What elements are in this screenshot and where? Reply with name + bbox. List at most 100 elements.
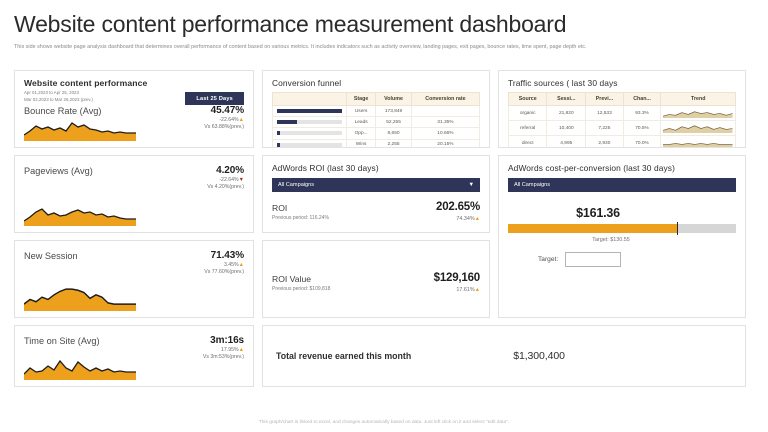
sparkline-new-session [24, 288, 136, 311]
target-input-row: Target: [508, 252, 736, 267]
funnel-stage: Leads [345, 116, 377, 129]
funnel-bar-fill [277, 142, 280, 147]
table-row: Leads 52,255 31.35% [272, 116, 481, 129]
column-header-previous: Previ... [585, 92, 624, 106]
column-header-source: Source [507, 92, 548, 106]
funnel-volume: 8,650 [375, 127, 412, 140]
card-title: Website content performance [24, 78, 148, 88]
total-revenue-value: $1,300,400 [513, 350, 565, 362]
gauge-target-caption: Target: $130.55 [592, 237, 630, 243]
funnel-volume: 173,849 [375, 104, 412, 118]
table-row: direct 4,995 2,930 70.0% [507, 135, 736, 147]
campaign-filter-select[interactable]: All Campaigns [508, 178, 736, 192]
column-header-conversion-rate: Conversion rate [410, 92, 481, 106]
metric-label: Bounce Rate (Avg) [24, 106, 102, 117]
date-range-badge[interactable]: Last 25 Days [185, 92, 244, 105]
funnel-bar-cell [272, 138, 347, 147]
metric-label: Time on Site (Avg) [24, 336, 100, 346]
funnel-bar-cell [272, 127, 347, 140]
metric-time-on-site: Time on Site (Avg) 3m:16s 17.95%▲ Vs 3m:… [24, 335, 244, 360]
card-conversion-funnel: Conversion funnel Stage Volume Conversio… [262, 70, 490, 148]
metric-previous: Vs 4.20%(prev.) [207, 184, 244, 190]
traffic-previous: 12,533 [585, 104, 624, 122]
triangle-up-icon: ▲ [474, 216, 480, 222]
funnel-bar-cell [272, 116, 347, 129]
metric-delta-text: -22.64% [219, 117, 239, 124]
card-adwords-roi-value: ROI Value Previous period: $109,818 $129… [262, 240, 490, 318]
funnel-bar-track [277, 109, 342, 114]
trend-sparkline [663, 110, 733, 118]
column-header-trend: Trend [660, 92, 736, 106]
date-range-previous: Mar 02,2023 to Mar 26,2023 (prev.) [24, 96, 93, 102]
roi-value-delta-text: 17.61% [456, 287, 475, 293]
metric-delta: -22.64%▼ [207, 177, 244, 183]
sparkline-time-on-site [24, 359, 136, 380]
traffic-sessions: 10,400 [546, 120, 587, 137]
triangle-up-icon: ▲ [238, 262, 244, 268]
metric-value: 3m:16s [210, 335, 244, 346]
dashboard-grid: Website content performance Apr 01,2023 … [14, 70, 754, 406]
page-subtitle: This side shows website page analysis da… [14, 44, 587, 51]
date-range: Apr 01,2023 to Apr 25, 2023 Mar 02,2023 … [24, 90, 244, 103]
roi-label: ROI [272, 203, 288, 213]
funnel-stage: Opp... [345, 127, 377, 140]
funnel-bar-fill [277, 109, 342, 114]
card-new-session: New Session 71.43% 3.45%▲ Vs 77.60%(prev… [14, 240, 254, 318]
target-input[interactable] [565, 252, 622, 267]
card-total-revenue: Total revenue earned this month $1,300,4… [262, 325, 746, 387]
funnel-volume: 2,255 [375, 138, 412, 147]
metric-delta-text: 17.95% [221, 347, 239, 353]
funnel-bar-cell [272, 104, 347, 118]
column-header-volume: Volume [375, 92, 412, 106]
card-website-content-performance: Website content performance Apr 01,2023 … [14, 70, 254, 148]
campaign-filter-select[interactable]: All Campaigns ▼ [272, 178, 480, 192]
traffic-source: direct [507, 135, 548, 147]
table-header-row: Stage Volume Conversion rate [272, 92, 481, 106]
date-range-current: Apr 01,2023 to Apr 25, 2023 [24, 90, 79, 95]
traffic-trend-cell [660, 104, 736, 122]
roi-value-label: ROI Value [272, 274, 312, 284]
traffic-source: organic [507, 104, 548, 122]
metric-delta-text: -22.64% [219, 177, 239, 183]
metric-previous: Vs 77.60%(prev.) [204, 269, 244, 275]
metric-label: New Session [24, 251, 78, 261]
gauge-fill [508, 224, 677, 233]
funnel-stage: Users [345, 104, 377, 118]
metric-values: 45.47% -22.64%▲ Vs 63.88%(prev.) [204, 105, 244, 130]
trend-sparkline [663, 125, 733, 133]
page-title: Website content performance measurement … [14, 11, 567, 37]
roi-delta-text: 74.34% [456, 216, 475, 222]
total-revenue-row: Total revenue earned this month $1,300,4… [272, 333, 736, 379]
funnel-bar-track [277, 142, 342, 147]
roi-value-values: $129,160 17.61%▲ [433, 272, 481, 293]
roi-values: 202.65% 74.34%▲ [436, 201, 480, 222]
funnel-conversion-rate: 31.35% [410, 116, 481, 129]
metric-values: 3m:16s 17.95%▲ Vs 3m:53%(prev.) [203, 335, 244, 360]
target-input-label: Target: [538, 256, 559, 263]
roi-metric: ROI Previous period: 116.24% 202.65% 74.… [272, 201, 480, 222]
cost-per-conversion-value: $161.36 [576, 206, 620, 220]
campaign-filter-value: All Campaigns [514, 182, 551, 188]
gauge-target-marker [676, 222, 679, 235]
table-header-row: Source Sessi... Previ... Chan... Trend [507, 92, 736, 106]
roi-value-amount: $129,160 [433, 272, 481, 284]
card-traffic-sources: Traffic sources ( last 30 days Source Se… [498, 70, 746, 148]
campaign-filter-value: All Campaigns [278, 182, 315, 188]
sparkline-bounce-rate [24, 122, 136, 141]
triangle-up-icon: ▲ [238, 117, 244, 124]
traffic-change: 70.5% [622, 120, 662, 137]
funnel-bar-track [277, 120, 342, 125]
table-row: Users 173,849 [272, 104, 481, 118]
table-row: Opp... 8,650 10.66% [272, 127, 481, 140]
card-title: AdWords ROI (last 30 days) [272, 163, 379, 173]
metric-delta: 17.95%▲ [203, 347, 244, 353]
card-title: Conversion funnel [272, 78, 342, 88]
traffic-change: 93.3% [622, 104, 662, 122]
roi-value-previous: Previous period: $109,818 [272, 286, 331, 292]
footer-note: This graph/chart is linked to excel, and… [258, 420, 510, 425]
traffic-sessions: 21,820 [546, 104, 587, 122]
column-header-bar [272, 92, 347, 106]
cost-per-conversion-gauge [508, 222, 736, 235]
traffic-trend-cell [660, 120, 736, 137]
